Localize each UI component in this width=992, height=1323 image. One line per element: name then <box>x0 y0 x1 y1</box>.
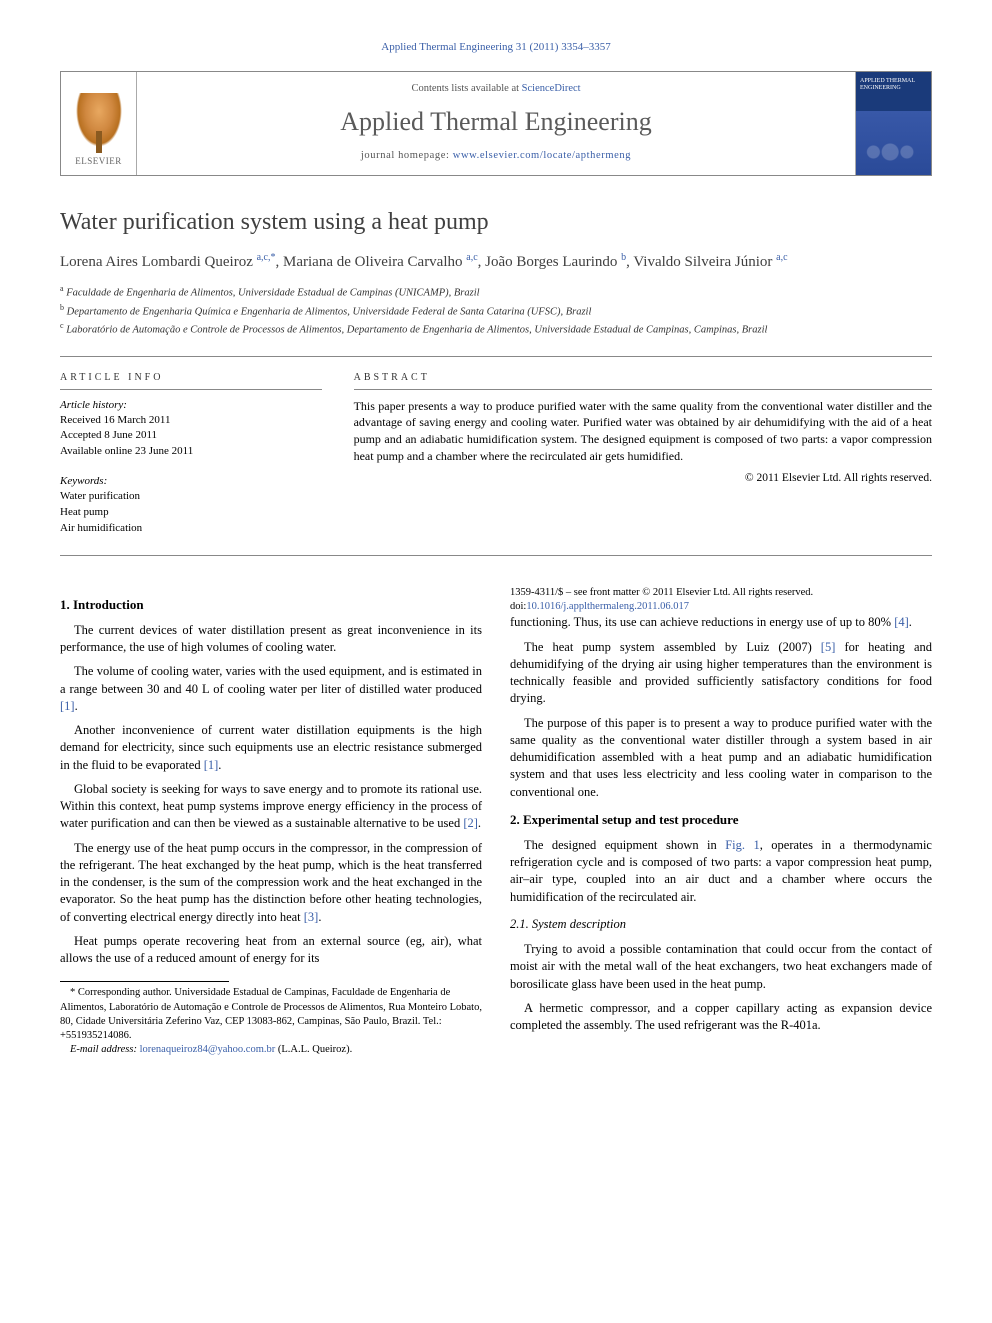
text: functioning. Thus, its use can achieve r… <box>510 615 894 629</box>
article-info: ARTICLE INFO Article history: Received 1… <box>60 371 322 537</box>
article-title: Water purification system using a heat p… <box>60 206 932 238</box>
citation-link[interactable]: [1] <box>60 699 75 713</box>
paragraph: The volume of cooling water, varies with… <box>60 663 482 715</box>
text: . <box>218 758 221 772</box>
affiliation-text: Departamento de Engenharia Química e Eng… <box>67 306 592 317</box>
article-body: 1. Introduction The current devices of w… <box>60 586 932 1058</box>
contents-lists-line: Contents lists available at ScienceDirec… <box>145 82 847 96</box>
text: . <box>318 910 321 924</box>
citation-link[interactable]: [4] <box>894 615 909 629</box>
abstract-column: ABSTRACT This paper presents a way to pr… <box>354 371 932 537</box>
email-suffix: (L.A.L. Queiroz). <box>275 1044 352 1055</box>
affiliation-text: Laboratório de Automação e Controle de P… <box>66 324 767 335</box>
cover-title: APPLIED THERMAL ENGINEERING <box>860 78 927 92</box>
citation-link[interactable]: [1] <box>204 758 219 772</box>
paragraph: The heat pump system assembled by Luiz (… <box>510 639 932 708</box>
paragraph: Heat pumps operate recovering heat from … <box>60 933 482 968</box>
homepage-link[interactable]: www.elsevier.com/locate/apthermeng <box>453 150 631 161</box>
doi-block: 1359-4311/$ – see front matter © 2011 El… <box>510 586 932 614</box>
history-item: Received 16 March 2011 <box>60 413 322 429</box>
homepage-prefix: journal homepage: <box>361 150 453 161</box>
text: The designed equipment shown in <box>524 838 725 852</box>
abstract-label: ABSTRACT <box>354 371 932 390</box>
elsevier-label: ELSEVIER <box>75 155 122 167</box>
email-footnote: E-mail address: lorenaqueiroz84@yahoo.co… <box>60 1043 482 1057</box>
text: . <box>75 699 78 713</box>
journal-name: Applied Thermal Engineering <box>145 104 847 139</box>
text: . <box>478 816 481 830</box>
abstract-text: This paper presents a way to produce pur… <box>354 398 932 465</box>
footnote-separator <box>60 981 229 982</box>
email-link[interactable]: lorenaqueiroz84@yahoo.com.br <box>140 1044 276 1055</box>
keywords-label: Keywords: <box>60 474 322 489</box>
history-item: Available online 23 June 2011 <box>60 444 322 460</box>
paragraph: Trying to avoid a possible contamination… <box>510 941 932 993</box>
paragraph: The purpose of this paper is to present … <box>510 715 932 801</box>
text: The volume of cooling water, varies with… <box>60 664 482 695</box>
contents-prefix: Contents lists available at <box>411 83 521 94</box>
article-info-label: ARTICLE INFO <box>60 371 322 390</box>
homepage-line: journal homepage: www.elsevier.com/locat… <box>145 149 847 163</box>
sciencedirect-link[interactable]: ScienceDirect <box>522 83 581 94</box>
text: The energy use of the heat pump occurs i… <box>60 841 482 924</box>
info-abstract-row: ARTICLE INFO Article history: Received 1… <box>60 356 932 556</box>
section-heading: 1. Introduction <box>60 596 482 614</box>
citation-link[interactable]: [3] <box>304 910 319 924</box>
doi-prefix: doi: <box>510 601 526 612</box>
header-center: Contents lists available at ScienceDirec… <box>137 72 855 175</box>
journal-reference: Applied Thermal Engineering 31 (2011) 33… <box>60 40 932 55</box>
citation-link[interactable]: [5] <box>821 640 836 654</box>
elsevier-tree-icon <box>72 93 126 153</box>
paragraph: A hermetic compressor, and a copper capi… <box>510 1000 932 1035</box>
history-label: Article history: <box>60 398 322 413</box>
affiliations: a Faculdade de Engenharia de Alimentos, … <box>60 283 932 338</box>
paragraph: The current devices of water distillatio… <box>60 622 482 657</box>
paragraph: Another inconvenience of current water d… <box>60 722 482 774</box>
front-matter-line: 1359-4311/$ – see front matter © 2011 El… <box>510 586 932 600</box>
journal-header-box: ELSEVIER Contents lists available at Sci… <box>60 71 932 176</box>
text: Global society is seeking for ways to sa… <box>60 782 482 831</box>
paragraph: Global society is seeking for ways to sa… <box>60 781 482 833</box>
paragraph: functioning. Thus, its use can achieve r… <box>510 614 932 631</box>
abstract-copyright: © 2011 Elsevier Ltd. All rights reserved… <box>354 471 932 487</box>
text: The heat pump system assembled by Luiz (… <box>524 640 821 654</box>
affiliation: a Faculdade de Engenharia de Alimentos, … <box>60 283 932 301</box>
journal-cover-thumbnail: APPLIED THERMAL ENGINEERING <box>855 72 931 175</box>
affiliation: b Departamento de Engenharia Química e E… <box>60 302 932 320</box>
keyword: Water purification <box>60 489 322 505</box>
subsection-heading: 2.1. System description <box>510 916 932 933</box>
authors: Lorena Aires Lombardi Queiroz a,c,*, Mar… <box>60 251 932 274</box>
keyword: Air humidification <box>60 521 322 537</box>
citation-link[interactable]: [2] <box>463 816 478 830</box>
keyword: Heat pump <box>60 505 322 521</box>
text: . <box>909 615 912 629</box>
affiliation: c Laboratório de Automação e Controle de… <box>60 320 932 338</box>
elsevier-logo: ELSEVIER <box>61 72 137 175</box>
figure-link[interactable]: Fig. 1 <box>725 838 760 852</box>
history-item: Accepted 8 June 2011 <box>60 428 322 444</box>
doi-link[interactable]: 10.1016/j.applthermaleng.2011.06.017 <box>526 601 689 612</box>
paragraph: The energy use of the heat pump occurs i… <box>60 840 482 926</box>
paragraph: The designed equipment shown in Fig. 1, … <box>510 837 932 906</box>
section-heading: 2. Experimental setup and test procedure <box>510 811 932 829</box>
corresponding-author-footnote: * Corresponding author. Universidade Est… <box>60 986 482 1043</box>
affiliation-text: Faculdade de Engenharia de Alimentos, Un… <box>66 288 479 299</box>
text: Another inconvenience of current water d… <box>60 723 482 772</box>
email-label: E-mail address: <box>70 1044 140 1055</box>
